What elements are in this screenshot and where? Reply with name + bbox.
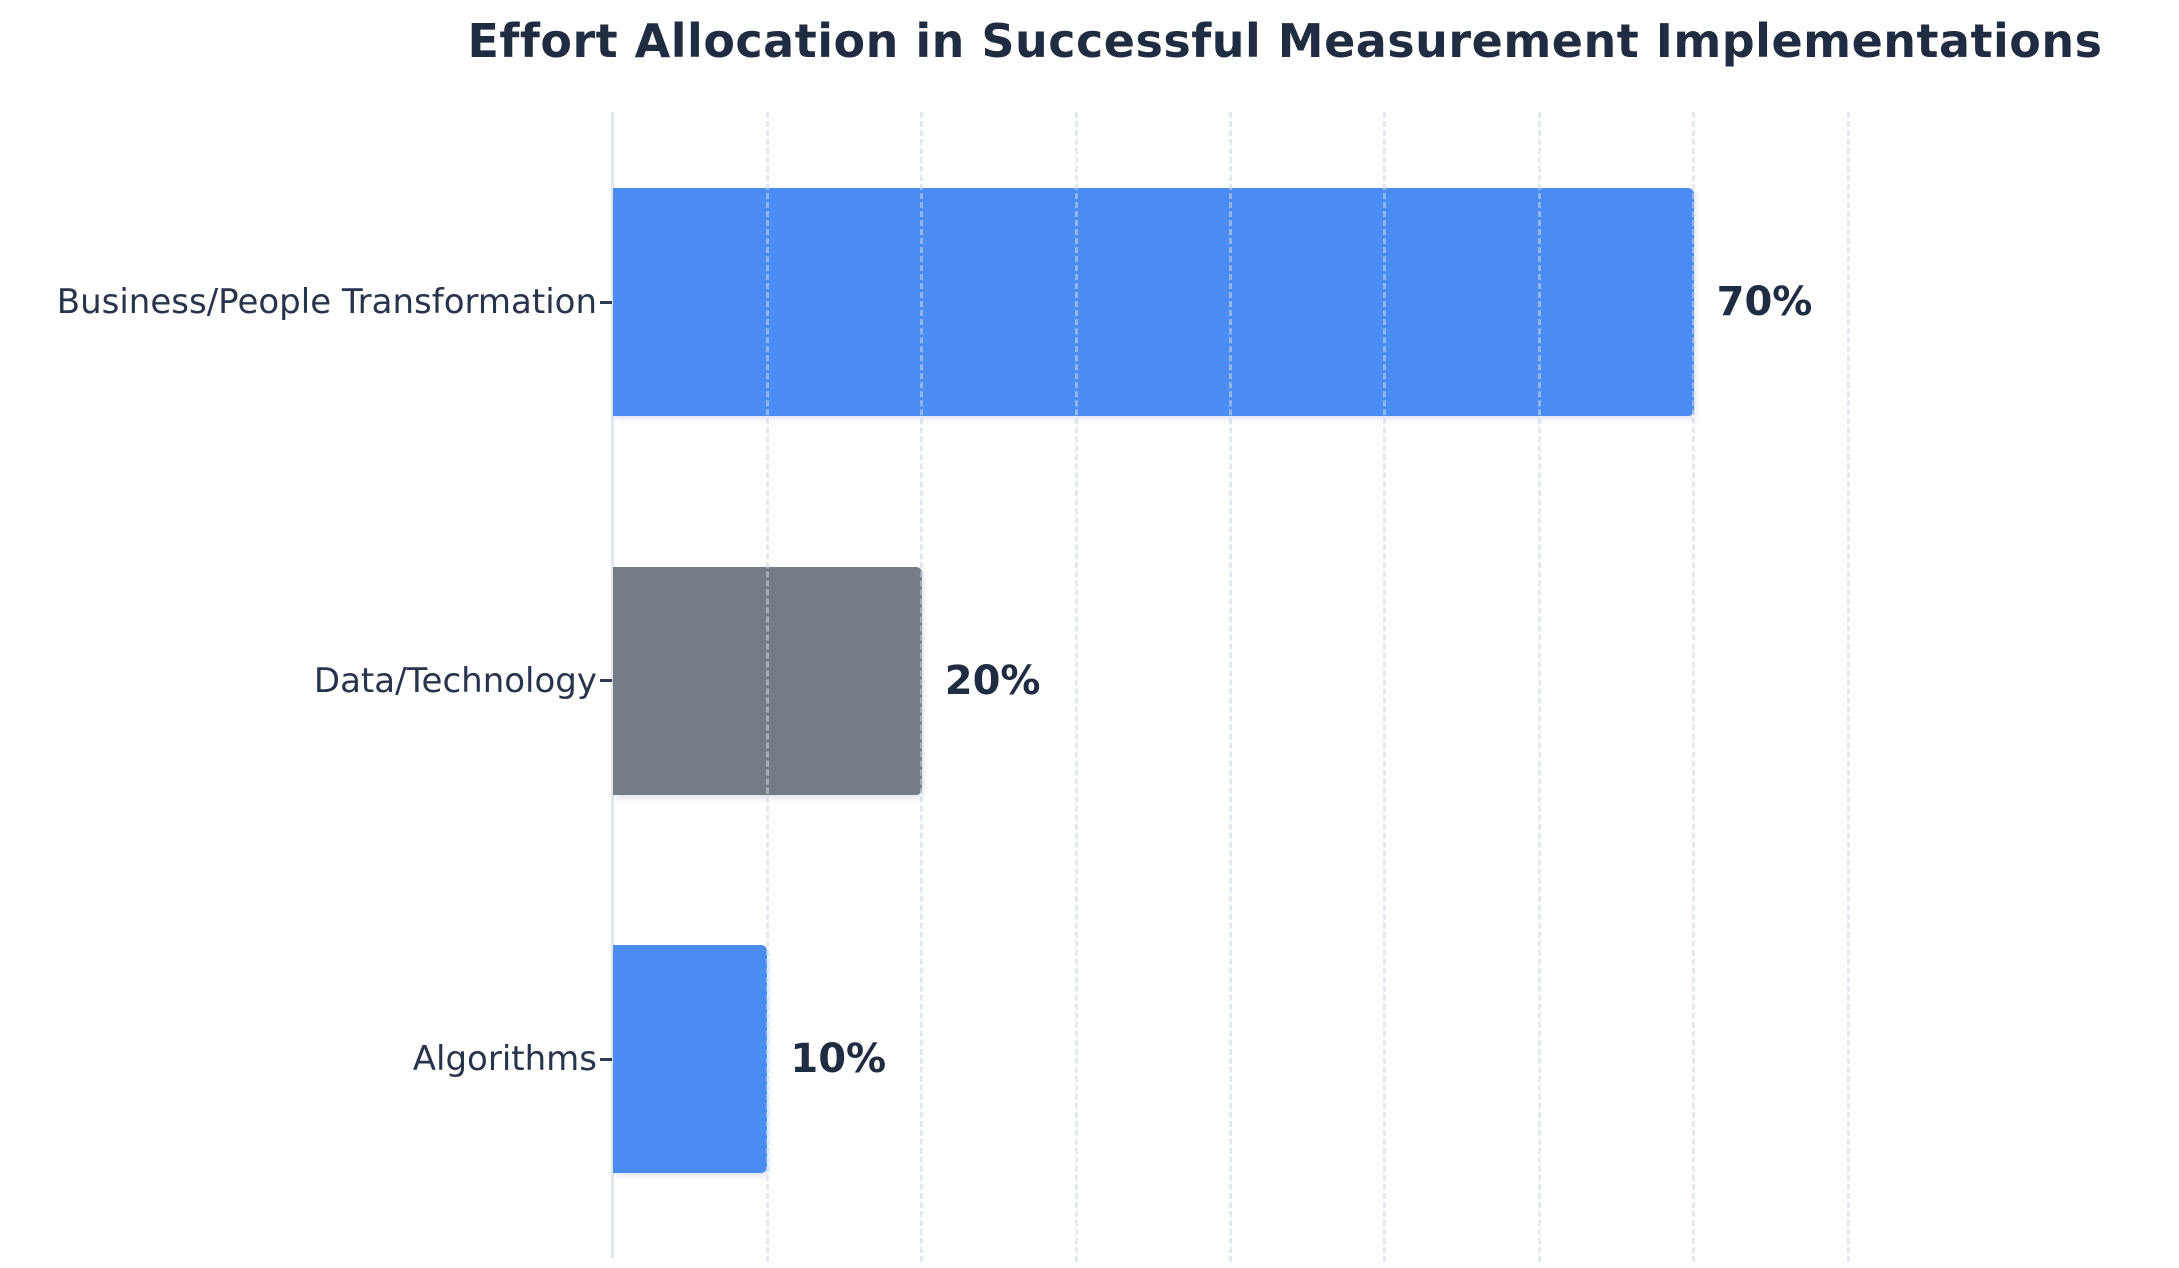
value-label-3: 10% xyxy=(790,1036,887,1082)
y-axis-line xyxy=(611,112,614,1258)
grid-line-70 xyxy=(1692,112,1696,1262)
bar-3 xyxy=(613,945,768,1173)
chart-title: Effort Allocation in Successful Measurem… xyxy=(467,14,2103,68)
grid-line-20 xyxy=(920,112,924,1262)
grid-line-80 xyxy=(1846,112,1850,1262)
value-label-1: 70% xyxy=(1716,279,1813,325)
grid-line-60 xyxy=(1537,112,1541,1262)
category-label-2: Data/Technology xyxy=(313,660,597,701)
axis-tick-2 xyxy=(600,679,612,682)
grid-line-40 xyxy=(1229,112,1232,1262)
category-label-1: Business/People Transformation xyxy=(56,282,597,322)
axis-tick-3 xyxy=(600,1057,612,1061)
value-label-2: 20% xyxy=(944,657,1041,704)
bar-1 xyxy=(613,188,1694,416)
grid-line-10 xyxy=(765,112,769,1262)
grid-line-50 xyxy=(1383,112,1387,1262)
axis-tick-1 xyxy=(600,300,612,304)
category-label-3: Algorithms xyxy=(412,1039,597,1079)
grid-line-30 xyxy=(1074,112,1078,1262)
